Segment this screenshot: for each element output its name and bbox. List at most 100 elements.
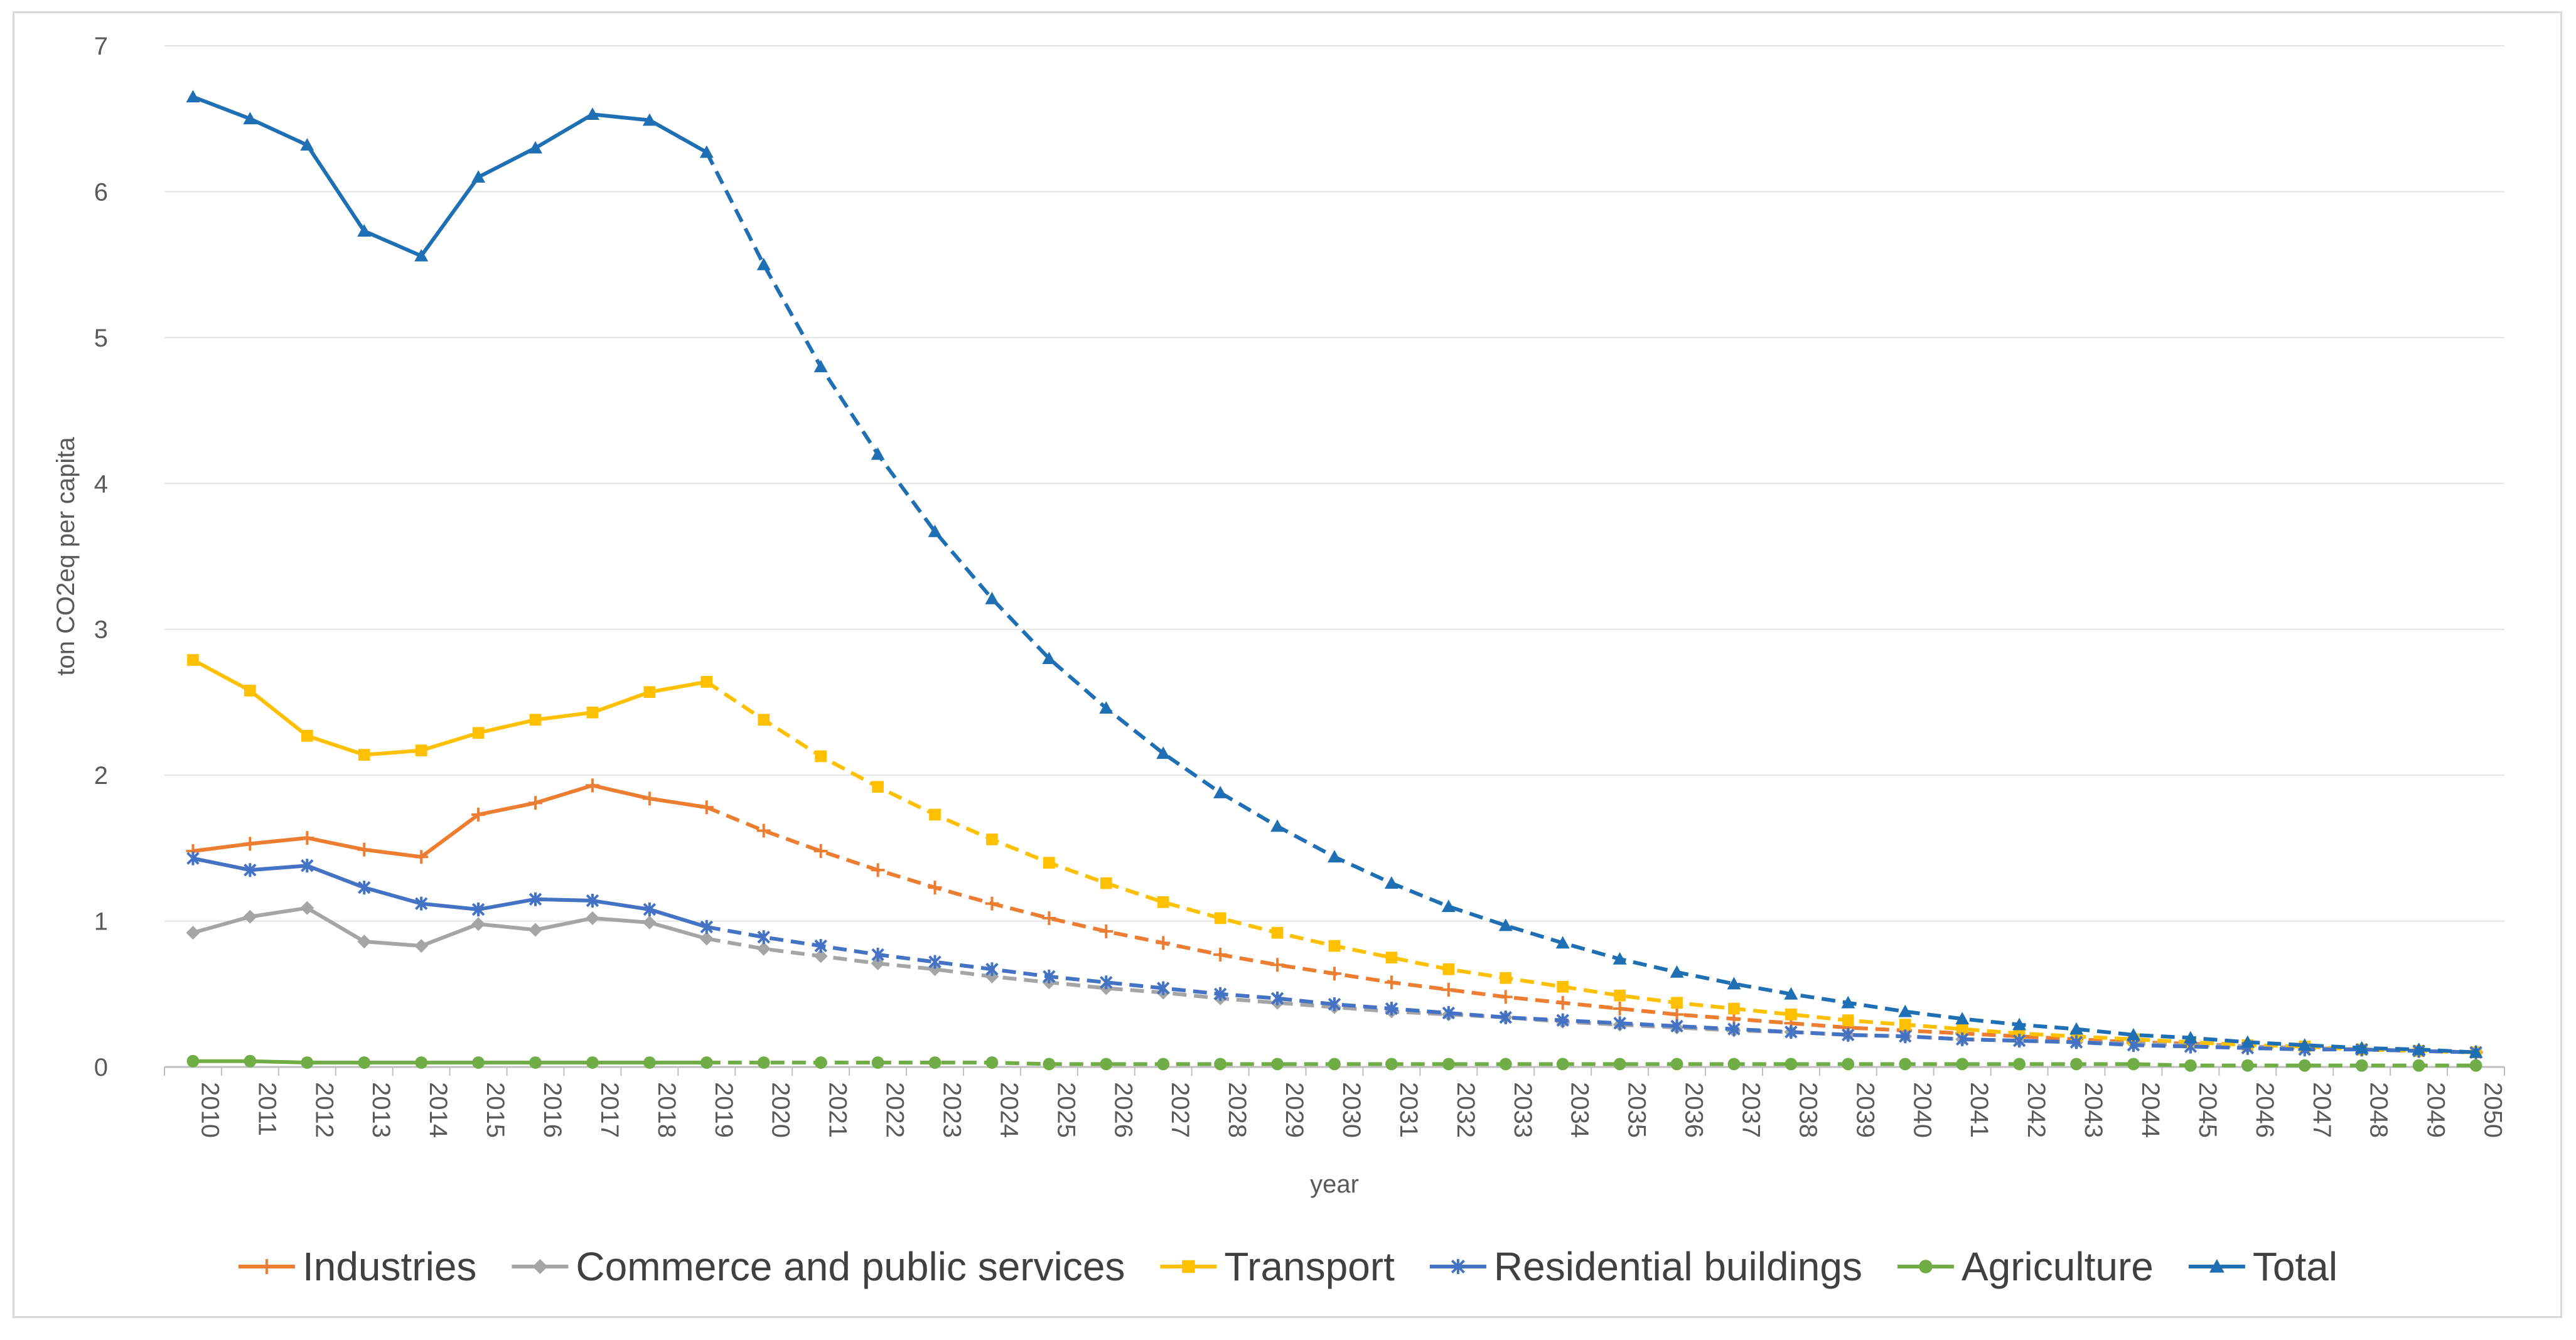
data-point-industries bbox=[1555, 995, 1570, 1010]
data-point-industries bbox=[1042, 911, 1056, 925]
data-point-residential-buildings bbox=[1613, 1016, 1626, 1031]
chart-frame bbox=[13, 11, 2562, 1318]
data-point-agriculture bbox=[1556, 1058, 1569, 1071]
data-point-agriculture bbox=[529, 1056, 542, 1069]
data-point-total bbox=[2012, 1017, 2027, 1031]
data-point-agriculture bbox=[1899, 1058, 1912, 1071]
data-point-transport bbox=[187, 654, 199, 666]
data-point-industries bbox=[756, 823, 771, 838]
x-axis-title: year bbox=[1310, 1171, 1359, 1198]
data-point-total bbox=[1555, 936, 1570, 949]
data-point-residential-buildings bbox=[1100, 975, 1113, 990]
x-tick-label: 2019 bbox=[710, 1082, 738, 1138]
x-tick-label: 2035 bbox=[1623, 1082, 1651, 1138]
data-point-residential-buildings bbox=[529, 892, 542, 906]
data-point-total bbox=[243, 112, 257, 125]
data-point-agriculture bbox=[244, 1054, 257, 1068]
legend-label-residential-buildings: Residential buildings bbox=[1494, 1244, 1862, 1289]
series-line-historical-commerce-and-public-services bbox=[192, 906, 707, 948]
data-point-transport bbox=[1614, 989, 1626, 1002]
data-point-total bbox=[1156, 746, 1171, 759]
x-tick-label: 2036 bbox=[1680, 1082, 1708, 1138]
data-point-industries bbox=[414, 850, 429, 864]
data-point-transport bbox=[1671, 997, 1683, 1009]
data-point-residential-buildings bbox=[1043, 969, 1056, 984]
data-point-residential-buildings bbox=[1899, 1029, 1912, 1044]
data-point-industries bbox=[699, 800, 714, 815]
data-point-transport bbox=[1842, 1014, 1854, 1026]
legend-label-agriculture: Agriculture bbox=[1962, 1244, 2154, 1289]
data-point-total bbox=[1042, 651, 1056, 664]
data-point-agriculture bbox=[985, 1056, 999, 1069]
legend-marker-total bbox=[2209, 1259, 2224, 1273]
x-tick-label: 2020 bbox=[767, 1082, 795, 1138]
x-tick-label: 2031 bbox=[1395, 1082, 1422, 1138]
data-point-transport bbox=[1956, 1023, 1968, 1035]
data-point-total bbox=[928, 524, 942, 537]
data-point-industries bbox=[1441, 982, 1456, 997]
data-point-total bbox=[2126, 1027, 2140, 1041]
series-line-projection-industries bbox=[706, 805, 2476, 1054]
data-point-total bbox=[471, 170, 486, 183]
data-point-residential-buildings bbox=[928, 955, 942, 969]
data-point-residential-buildings bbox=[1670, 1019, 1683, 1033]
data-point-commerce-and-public-services bbox=[300, 901, 314, 915]
data-point-agriculture bbox=[2127, 1058, 2140, 1071]
data-point-residential-buildings bbox=[1385, 1002, 1398, 1016]
x-tick-label: 2042 bbox=[2022, 1082, 2050, 1138]
legend-label-transport: Transport bbox=[1224, 1244, 1395, 1289]
data-point-total bbox=[985, 591, 999, 604]
data-point-industries bbox=[243, 837, 257, 851]
data-point-residential-buildings bbox=[985, 962, 999, 977]
x-tick-label: 2011 bbox=[253, 1082, 281, 1136]
data-point-agriculture bbox=[1328, 1058, 1341, 1071]
data-point-transport bbox=[1271, 926, 1284, 939]
data-point-industries bbox=[928, 881, 942, 895]
data-point-transport bbox=[529, 714, 542, 726]
data-point-agriculture bbox=[472, 1056, 485, 1069]
data-point-transport bbox=[244, 684, 256, 697]
x-tick-label: 2023 bbox=[938, 1082, 966, 1138]
data-point-commerce-and-public-services bbox=[813, 949, 828, 963]
x-tick-label: 2025 bbox=[1052, 1082, 1080, 1138]
series-line-projection-residential-buildings bbox=[706, 925, 2476, 1054]
legend-marker-commerce-and-public-services bbox=[532, 1259, 548, 1274]
data-point-transport bbox=[415, 744, 427, 756]
data-point-agriculture bbox=[1613, 1058, 1626, 1071]
data-point-total bbox=[585, 107, 599, 121]
data-point-commerce-and-public-services bbox=[243, 909, 257, 924]
data-point-residential-buildings bbox=[471, 902, 485, 916]
data-point-total bbox=[1498, 918, 1513, 931]
data-point-agriculture bbox=[1214, 1058, 1227, 1071]
data-point-agriculture bbox=[2412, 1059, 2425, 1072]
data-point-industries bbox=[1498, 990, 1513, 1004]
x-tick-label: 2043 bbox=[2080, 1082, 2107, 1138]
data-point-total bbox=[1727, 977, 1741, 990]
data-point-transport bbox=[758, 714, 770, 726]
data-point-residential-buildings bbox=[700, 919, 714, 934]
x-tick-label: 2015 bbox=[481, 1082, 509, 1138]
data-point-industries bbox=[1328, 967, 1341, 981]
data-point-commerce-and-public-services bbox=[529, 923, 543, 937]
data-point-residential-buildings bbox=[1499, 1010, 1512, 1024]
data-point-residential-buildings bbox=[1784, 1025, 1798, 1039]
data-point-residential-buildings bbox=[1955, 1032, 1969, 1046]
data-point-industries bbox=[1384, 975, 1398, 990]
data-point-agriculture bbox=[2070, 1058, 2083, 1071]
x-tick-label: 2027 bbox=[1166, 1082, 1194, 1138]
data-point-residential-buildings bbox=[1442, 1006, 1456, 1020]
data-point-agriculture bbox=[1157, 1058, 1170, 1071]
x-tick-label: 2049 bbox=[2422, 1082, 2450, 1138]
series-line-projection-total bbox=[705, 151, 2476, 1054]
data-point-total bbox=[1670, 965, 1684, 978]
series-line-historical-agriculture bbox=[193, 1059, 707, 1065]
data-point-total bbox=[414, 249, 429, 262]
data-point-agriculture bbox=[2355, 1059, 2368, 1072]
data-point-residential-buildings bbox=[1727, 1022, 1741, 1036]
data-point-total bbox=[699, 145, 714, 158]
data-point-residential-buildings bbox=[186, 851, 200, 866]
y-tick-label: 4 bbox=[94, 470, 108, 498]
data-point-agriculture bbox=[1043, 1058, 1056, 1071]
series-line-historical-total bbox=[192, 95, 708, 258]
